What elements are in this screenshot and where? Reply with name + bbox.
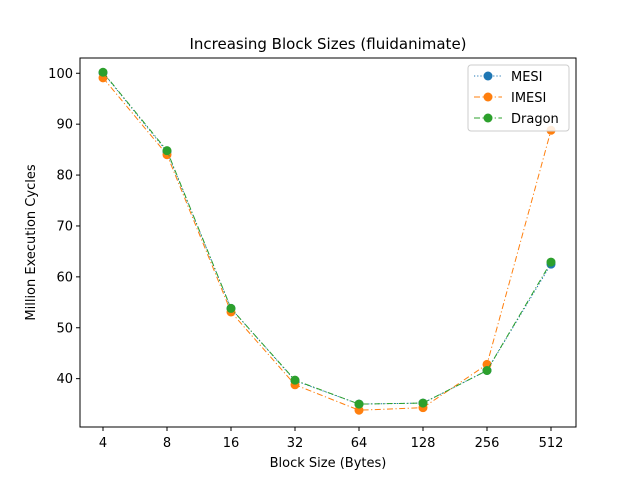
x-axis-label: Block Size (Bytes)	[270, 456, 387, 471]
y-tick-label: 60	[56, 270, 73, 285]
legend-label: MESI	[511, 70, 543, 85]
plot-frame	[79, 57, 577, 428]
x-tick-label: 256	[475, 436, 500, 451]
x-tick-label: 16	[223, 436, 240, 451]
series-dragon	[98, 67, 556, 409]
data-point-dragon	[546, 257, 556, 267]
y-tick-label: 90	[56, 118, 73, 133]
y-tick-label: 40	[56, 372, 73, 387]
data-point-dragon	[226, 303, 236, 313]
data-point-dragon	[290, 375, 300, 385]
legend-marker	[483, 71, 493, 81]
legend-item-imesi: IMESI	[474, 91, 546, 106]
data-point-dragon	[482, 366, 492, 376]
legend-label: Dragon	[511, 112, 559, 127]
legend: MESI IMESI Dragon	[467, 64, 570, 132]
y-tick-label: 100	[48, 67, 73, 82]
y-tick-label: 70	[56, 219, 73, 234]
x-tick-label: 64	[351, 436, 368, 451]
legend-item-dragon: Dragon	[474, 112, 559, 127]
series-line-imesi	[102, 77, 552, 411]
legend-item-mesi: MESI	[474, 70, 543, 85]
y-axis-ticks: 40 50 60 70 80 90 100	[48, 67, 80, 387]
series-layer	[98, 67, 556, 415]
x-tick-label: 32	[287, 436, 304, 451]
data-point-dragon	[162, 146, 172, 156]
y-axis-label: Million Execution Cycles	[24, 164, 39, 320]
data-point-dragon	[98, 67, 108, 77]
x-tick-label: 512	[539, 436, 564, 451]
legend-label: IMESI	[511, 91, 546, 106]
legend-marker	[483, 113, 493, 123]
x-tick-label: 128	[411, 436, 436, 451]
x-tick-label: 8	[163, 436, 171, 451]
y-tick-label: 80	[56, 169, 73, 184]
chart-title: Increasing Block Sizes (fluidanimate)	[189, 35, 466, 53]
x-tick-label: 4	[99, 436, 107, 451]
x-axis-ticks: 4 8 16 32 64 128 256 512	[99, 427, 564, 451]
y-tick-label: 50	[56, 321, 73, 336]
legend-box	[467, 64, 570, 132]
data-point-dragon	[354, 399, 364, 409]
data-point-dragon	[418, 398, 428, 408]
legend-marker	[483, 92, 493, 102]
